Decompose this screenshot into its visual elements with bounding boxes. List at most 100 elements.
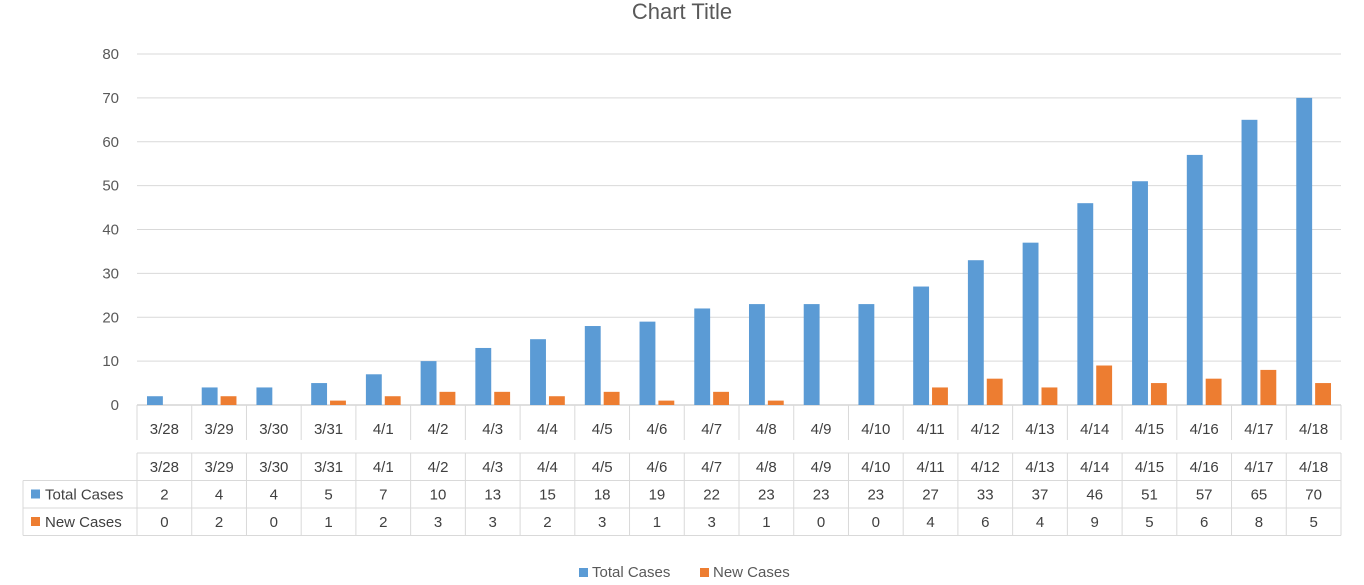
table-value-cell: 2 [215, 514, 223, 531]
table-header-cell: 3/28 [150, 459, 179, 476]
table-value-cell: 5 [1145, 514, 1153, 531]
table-value-cell: 33 [977, 487, 994, 504]
y-tick-label: 70 [102, 90, 119, 107]
axes: 0 10 20 30 40 50 60 70 80 3/28 3/29 3/30 3/31 4/1 4/2 4… [102, 46, 1342, 440]
table-header-cell: 4/15 [1135, 459, 1164, 476]
bar-total-cases [967, 260, 984, 405]
table-value-cell: 70 [1305, 487, 1322, 504]
bar-total-cases [530, 339, 546, 405]
table-value-cell: 18 [594, 487, 611, 504]
table-header-cell: 4/10 [861, 459, 890, 476]
bar-total-cases [1077, 203, 1094, 405]
table-value-cell: 0 [160, 514, 168, 531]
bar-new-cases [384, 396, 401, 405]
table-value-cell: 0 [270, 514, 278, 531]
table-header-cell: 4/16 [1190, 459, 1219, 476]
table-value-cell: 57 [1196, 487, 1213, 504]
table-header-cell: 4/5 [592, 459, 613, 476]
bar-new-cases [1041, 387, 1058, 405]
x-tick-label: 4/6 [646, 421, 667, 438]
table-value-cell: 0 [817, 514, 825, 531]
x-tick-label: 4/17 [1244, 421, 1273, 438]
table-value-cell: 3 [434, 514, 442, 531]
bar-new-cases [932, 387, 948, 405]
bar-new-cases [767, 400, 784, 405]
table-value-cell: 3 [707, 514, 715, 531]
table-row-label: Total Cases [45, 487, 123, 504]
table-header-cell: 4/14 [1080, 459, 1109, 476]
table-value-cell: 19 [649, 487, 666, 504]
x-tick-label: 4/5 [592, 421, 613, 438]
bar-new-cases [439, 391, 456, 405]
table-header-cell: 4/7 [701, 459, 722, 476]
x-tick-label: 4/1 [373, 421, 394, 438]
x-tick-label: 4/8 [756, 421, 777, 438]
table-value-cell: 65 [1251, 487, 1268, 504]
y-tick-label: 60 [102, 134, 119, 151]
table-header-cell: 4/2 [428, 459, 449, 476]
x-tick-label: 4/14 [1080, 421, 1109, 438]
legend: Total Cases New Cases [579, 564, 790, 581]
x-tick-label: 4/12 [971, 421, 1000, 438]
bar-new-cases [1096, 365, 1113, 405]
bar-total-cases [748, 304, 765, 405]
bar-new-cases [1260, 369, 1277, 405]
bar-total-cases [1132, 181, 1148, 405]
bar-total-cases [1186, 154, 1203, 405]
data-table: 3/28 3/29 3/30 3/31 4/1 4/2 4/3 4/4 4/5 4/6 4/7 4/8… [22, 452, 1342, 536]
x-tick-label: 4/18 [1299, 421, 1328, 438]
bar-total-cases [311, 383, 328, 405]
bar-new-cases [1205, 378, 1222, 405]
table-header-cell: 4/17 [1244, 459, 1273, 476]
table-header-cell: 4/13 [1025, 459, 1054, 476]
x-tick-label: 4/15 [1135, 421, 1164, 438]
table-value-cell: 13 [484, 487, 501, 504]
table-value-cell: 22 [703, 487, 720, 504]
bar-total-cases [858, 304, 875, 405]
x-tick-label: 4/4 [537, 421, 558, 438]
bar-new-cases [986, 378, 1003, 405]
bar-total-cases [475, 347, 492, 405]
table-value-cell: 15 [539, 487, 556, 504]
table-value-cell: 5 [1309, 514, 1317, 531]
bar-total-cases [256, 387, 273, 405]
table-value-cell: 3 [489, 514, 497, 531]
table-value-cell: 4 [215, 487, 223, 504]
legend-key-new-cases [700, 568, 709, 577]
table-value-cell: 1 [762, 514, 770, 531]
y-tick-label: 40 [102, 222, 119, 239]
bar-new-cases [330, 400, 346, 405]
bar-new-cases [603, 391, 620, 405]
bar-total-cases [1296, 97, 1313, 405]
table-header-cell: 3/30 [259, 459, 288, 476]
table-value-cell: 4 [270, 487, 278, 504]
y-tick-label: 80 [102, 46, 119, 63]
y-tick-label: 50 [102, 178, 119, 195]
x-tick-label: 4/13 [1025, 421, 1054, 438]
table-value-cell: 1 [653, 514, 661, 531]
table-value-cell: 51 [1141, 487, 1158, 504]
chart-title: Chart Title [632, 0, 732, 24]
bar-new-cases [1150, 383, 1167, 405]
table-value-cell: 6 [981, 514, 989, 531]
x-tick-label: 4/2 [428, 421, 449, 438]
table-value-cell: 23 [813, 487, 830, 504]
bar-total-cases [1241, 119, 1258, 405]
bar-new-cases [548, 396, 565, 405]
table-value-cell: 2 [160, 487, 168, 504]
x-tick-label: 4/10 [861, 421, 890, 438]
table-header-cell: 4/6 [646, 459, 667, 476]
x-tick-label: 4/9 [811, 421, 832, 438]
table-row-label: New Cases [45, 514, 122, 531]
table-value-cell: 2 [543, 514, 551, 531]
bars [146, 97, 1332, 405]
gridlines [137, 53, 1341, 406]
table-value-cell: 7 [379, 487, 387, 504]
bar-total-cases [584, 326, 601, 405]
table-value-cell: 4 [1036, 514, 1044, 531]
x-tick-label: 4/16 [1190, 421, 1219, 438]
x-tick-label: 3/30 [259, 421, 288, 438]
x-tick-label: 3/28 [150, 421, 179, 438]
